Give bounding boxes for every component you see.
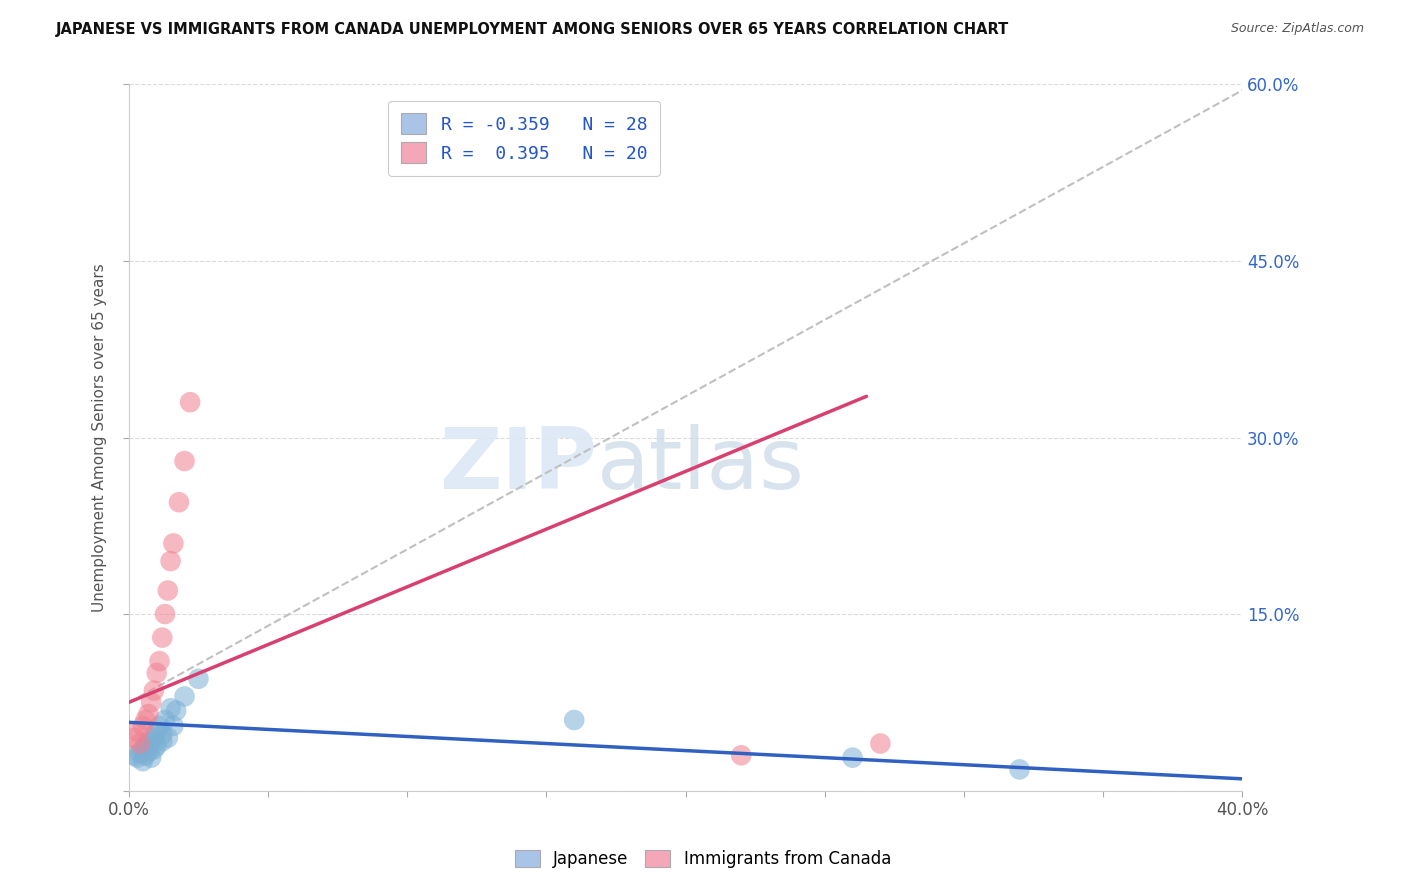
- Point: [145, 665, 167, 680]
- Point: [159, 554, 181, 568]
- Point: [173, 454, 195, 468]
- Y-axis label: Unemployment Among Seniors over 65 years: Unemployment Among Seniors over 65 years: [93, 263, 107, 612]
- Point: [165, 704, 187, 718]
- Point: [132, 719, 155, 733]
- Text: Source: ZipAtlas.com: Source: ZipAtlas.com: [1230, 22, 1364, 36]
- Point: [187, 672, 209, 686]
- Point: [562, 713, 585, 727]
- Point: [162, 719, 184, 733]
- Legend: R = -0.359   N = 28, R =  0.395   N = 20: R = -0.359 N = 28, R = 0.395 N = 20: [388, 101, 659, 176]
- Point: [124, 731, 146, 745]
- Point: [1008, 763, 1031, 777]
- Point: [138, 707, 160, 722]
- Legend: Japanese, Immigrants from Canada: Japanese, Immigrants from Canada: [506, 842, 900, 877]
- Point: [162, 536, 184, 550]
- Text: atlas: atlas: [596, 425, 804, 508]
- Point: [139, 737, 162, 751]
- Point: [139, 695, 162, 709]
- Point: [132, 742, 155, 756]
- Text: ZIP: ZIP: [439, 425, 596, 508]
- Point: [179, 395, 201, 409]
- Point: [156, 583, 179, 598]
- Point: [150, 631, 173, 645]
- Point: [139, 750, 162, 764]
- Point: [135, 739, 157, 753]
- Point: [173, 690, 195, 704]
- Point: [167, 495, 190, 509]
- Point: [159, 701, 181, 715]
- Point: [869, 737, 891, 751]
- Point: [124, 748, 146, 763]
- Point: [153, 607, 176, 621]
- Point: [730, 748, 752, 763]
- Point: [142, 731, 165, 745]
- Point: [142, 683, 165, 698]
- Point: [153, 713, 176, 727]
- Point: [138, 734, 160, 748]
- Point: [129, 746, 152, 760]
- Point: [129, 737, 152, 751]
- Point: [145, 739, 167, 753]
- Point: [127, 724, 149, 739]
- Point: [127, 750, 149, 764]
- Point: [132, 754, 155, 768]
- Point: [135, 748, 157, 763]
- Point: [138, 745, 160, 759]
- Point: [142, 742, 165, 756]
- Point: [156, 731, 179, 745]
- Point: [148, 654, 170, 668]
- Point: [145, 724, 167, 739]
- Point: [150, 734, 173, 748]
- Point: [150, 727, 173, 741]
- Point: [841, 750, 863, 764]
- Point: [148, 719, 170, 733]
- Point: [135, 713, 157, 727]
- Text: JAPANESE VS IMMIGRANTS FROM CANADA UNEMPLOYMENT AMONG SENIORS OVER 65 YEARS CORR: JAPANESE VS IMMIGRANTS FROM CANADA UNEMP…: [56, 22, 1010, 37]
